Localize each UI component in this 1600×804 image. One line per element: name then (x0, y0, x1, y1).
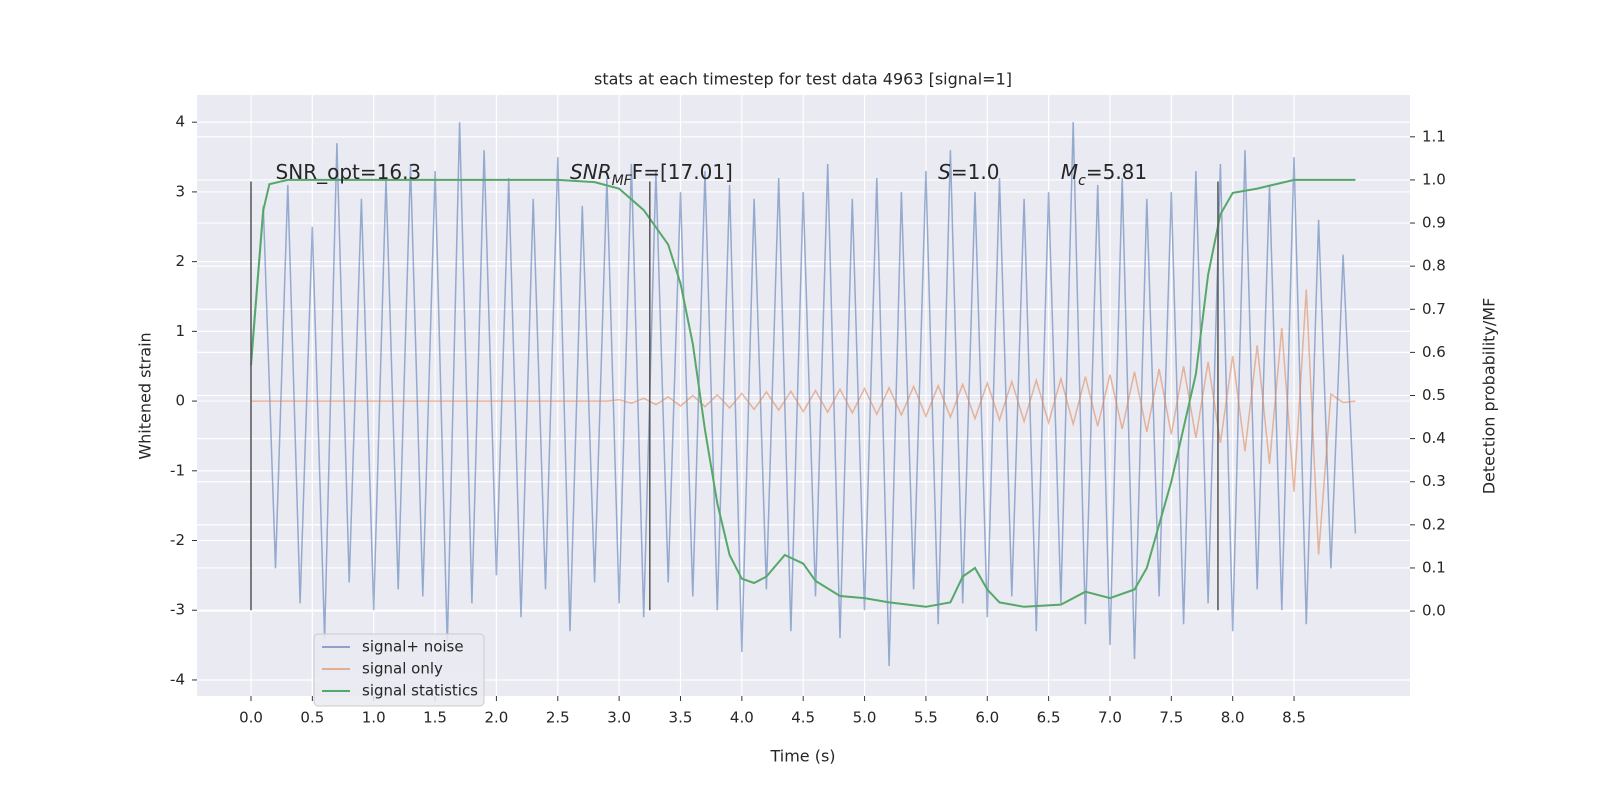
series-line (251, 289, 1356, 555)
y2-tick-label: 0.7 (1422, 300, 1446, 318)
y2-tick-label: 0.9 (1422, 214, 1446, 232)
y2-tick-label: 0.2 (1422, 515, 1446, 533)
y2-tick-label: 0.4 (1422, 429, 1446, 447)
x-tick-label: 2.0 (484, 709, 508, 727)
chart-title: stats at each timestep for test data 496… (594, 70, 1012, 89)
y-axis-label: Whitened strain (136, 332, 155, 459)
x-tick-label: 2.5 (546, 709, 570, 727)
legend-label: signal only (362, 660, 443, 678)
annotation: Mc=5.81 (1061, 160, 1147, 190)
y-tick-label: -2 (170, 531, 185, 549)
y-tick-label: -1 (170, 461, 185, 479)
y2-tick-label: 0.1 (1422, 558, 1446, 576)
y-tick-label: 3 (175, 182, 185, 200)
annotation-part: S (938, 160, 951, 184)
y2-tick-label: 0.6 (1422, 343, 1446, 361)
legend-box (313, 633, 485, 707)
series-line (250, 178, 1356, 608)
y-tick-label: -3 (170, 601, 185, 619)
y2-tick-label: 0.0 (1422, 602, 1446, 620)
x-axis-label: Time (s) (769, 747, 835, 766)
legend-label: signal+ noise (362, 638, 464, 656)
y-tick-label: 2 (175, 252, 185, 270)
y-tick-label: 0 (175, 392, 185, 410)
annotation: SNR_opt=16.3 (276, 160, 422, 184)
x-tick-label: 8.0 (1221, 709, 1245, 727)
x-tick-label: 8.5 (1282, 709, 1306, 727)
series-line (250, 122, 1357, 667)
x-tick-label: 5.0 (853, 709, 877, 727)
y-tick-label: 4 (175, 113, 185, 131)
x-tick-label: 6.5 (1037, 709, 1061, 727)
x-tick-label: 5.5 (914, 709, 938, 727)
x-tick-label: 7.5 (1159, 709, 1183, 727)
x-tick-label: 0.5 (300, 709, 324, 727)
annotation-part: F=[17.01] (632, 160, 733, 184)
annotation: S=1.0 (938, 160, 999, 184)
annotation-part: =5.81 (1086, 160, 1147, 184)
x-tick-label: 4.5 (791, 709, 815, 727)
y-tick-label: -4 (170, 670, 185, 688)
annotation-part: SNR (570, 160, 612, 184)
x-tick-label: 1.0 (362, 709, 386, 727)
annotation-part: =1.0 (951, 160, 1000, 184)
y2-axis-label: Detection probability/MF (1480, 298, 1499, 495)
x-tick-label: 6.0 (975, 709, 999, 727)
y-tick-label: 1 (175, 322, 185, 340)
legend-label: signal statistics (362, 682, 478, 700)
x-tick-label: 1.5 (423, 709, 447, 727)
annotation-part: SNR_opt=16.3 (276, 160, 422, 184)
y2-tick-label: 1.0 (1422, 170, 1446, 188)
y2-tick-label: 0.8 (1422, 257, 1446, 275)
x-tick-label: 4.0 (730, 709, 754, 727)
annotation-part: MF (612, 173, 633, 189)
annotation-part: c (1078, 173, 1086, 189)
y2-tick-label: 0.3 (1422, 472, 1446, 490)
y2-tick-label: 1.1 (1422, 127, 1446, 145)
x-tick-label: 3.5 (669, 709, 693, 727)
annotation: SNRMFF=[17.01] (570, 160, 733, 190)
x-tick-label: 0.0 (239, 709, 263, 727)
x-tick-label: 3.0 (607, 709, 631, 727)
annotation-part: M (1061, 160, 1078, 184)
x-tick-label: 7.0 (1098, 709, 1122, 727)
y2-tick-label: 0.5 (1422, 386, 1446, 404)
